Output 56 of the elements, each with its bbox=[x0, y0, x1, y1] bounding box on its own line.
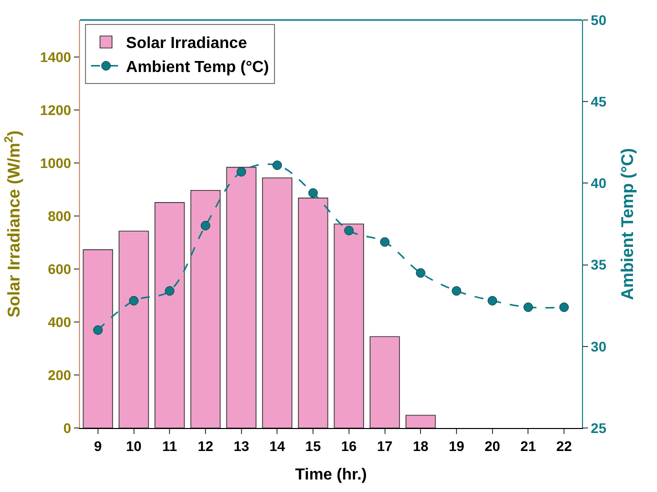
bar bbox=[406, 414, 436, 428]
x-tick-label: 19 bbox=[448, 438, 464, 454]
y2-tick-label: 40 bbox=[590, 175, 607, 192]
x-tick-label: 18 bbox=[412, 438, 429, 454]
x-tick-label: 11 bbox=[162, 438, 178, 454]
point bbox=[308, 188, 318, 198]
point bbox=[559, 302, 569, 312]
point bbox=[344, 226, 354, 236]
y2-tick-label: 45 bbox=[590, 94, 607, 110]
y2-tick-label: 25 bbox=[590, 420, 607, 436]
y-tick-label: 800 bbox=[48, 208, 72, 224]
y-tick-label: 1200 bbox=[40, 102, 72, 118]
y2-tick-label: 30 bbox=[590, 338, 607, 354]
bar bbox=[226, 166, 256, 428]
y-tick-label: 1000 bbox=[40, 154, 72, 171]
y-tick-label: 200 bbox=[48, 366, 72, 383]
x-tick-label: 14 bbox=[269, 438, 286, 454]
y-tick-label: 400 bbox=[48, 314, 72, 330]
x-tick-label: 21 bbox=[520, 438, 536, 454]
bar bbox=[190, 190, 221, 428]
point bbox=[236, 167, 246, 177]
y2-tick-label: 35 bbox=[590, 256, 607, 273]
bar bbox=[154, 202, 185, 428]
point bbox=[416, 268, 426, 278]
x-tick-label: 20 bbox=[484, 438, 500, 454]
x-tick-label: 22 bbox=[556, 438, 572, 454]
y2-axis-title: Ambient Temp (°C) bbox=[618, 148, 637, 300]
x-tick-label: 9 bbox=[94, 438, 102, 454]
y-tick-label: 600 bbox=[48, 260, 72, 277]
x-tick-label: 12 bbox=[198, 438, 214, 454]
bar bbox=[118, 230, 149, 428]
point bbox=[380, 237, 390, 247]
bar bbox=[370, 336, 400, 428]
point bbox=[272, 160, 282, 170]
y2-tick-label: 50 bbox=[590, 12, 607, 28]
point bbox=[452, 286, 462, 296]
x-tick-label: 17 bbox=[377, 438, 393, 454]
x-tick-label: 10 bbox=[126, 438, 142, 454]
bar bbox=[82, 249, 114, 428]
point bbox=[164, 286, 174, 296]
legend-label: Ambient Temp (°C) bbox=[126, 59, 270, 76]
point bbox=[523, 302, 533, 312]
x-tick-label: 16 bbox=[341, 438, 357, 454]
bar bbox=[262, 178, 292, 428]
x-tick-label: 13 bbox=[234, 438, 250, 454]
point bbox=[200, 220, 210, 230]
point bbox=[93, 325, 103, 335]
legend-label: Solar Irradiance bbox=[126, 35, 248, 52]
point bbox=[488, 296, 498, 306]
y-tick-label: 0 bbox=[63, 420, 72, 436]
bar bbox=[334, 224, 364, 428]
y-tick-label: 1400 bbox=[40, 48, 72, 65]
bar bbox=[298, 198, 328, 428]
x-axis-title: Time (hr.) bbox=[295, 466, 367, 484]
x-tick-label: 15 bbox=[305, 438, 322, 454]
point bbox=[129, 296, 139, 306]
